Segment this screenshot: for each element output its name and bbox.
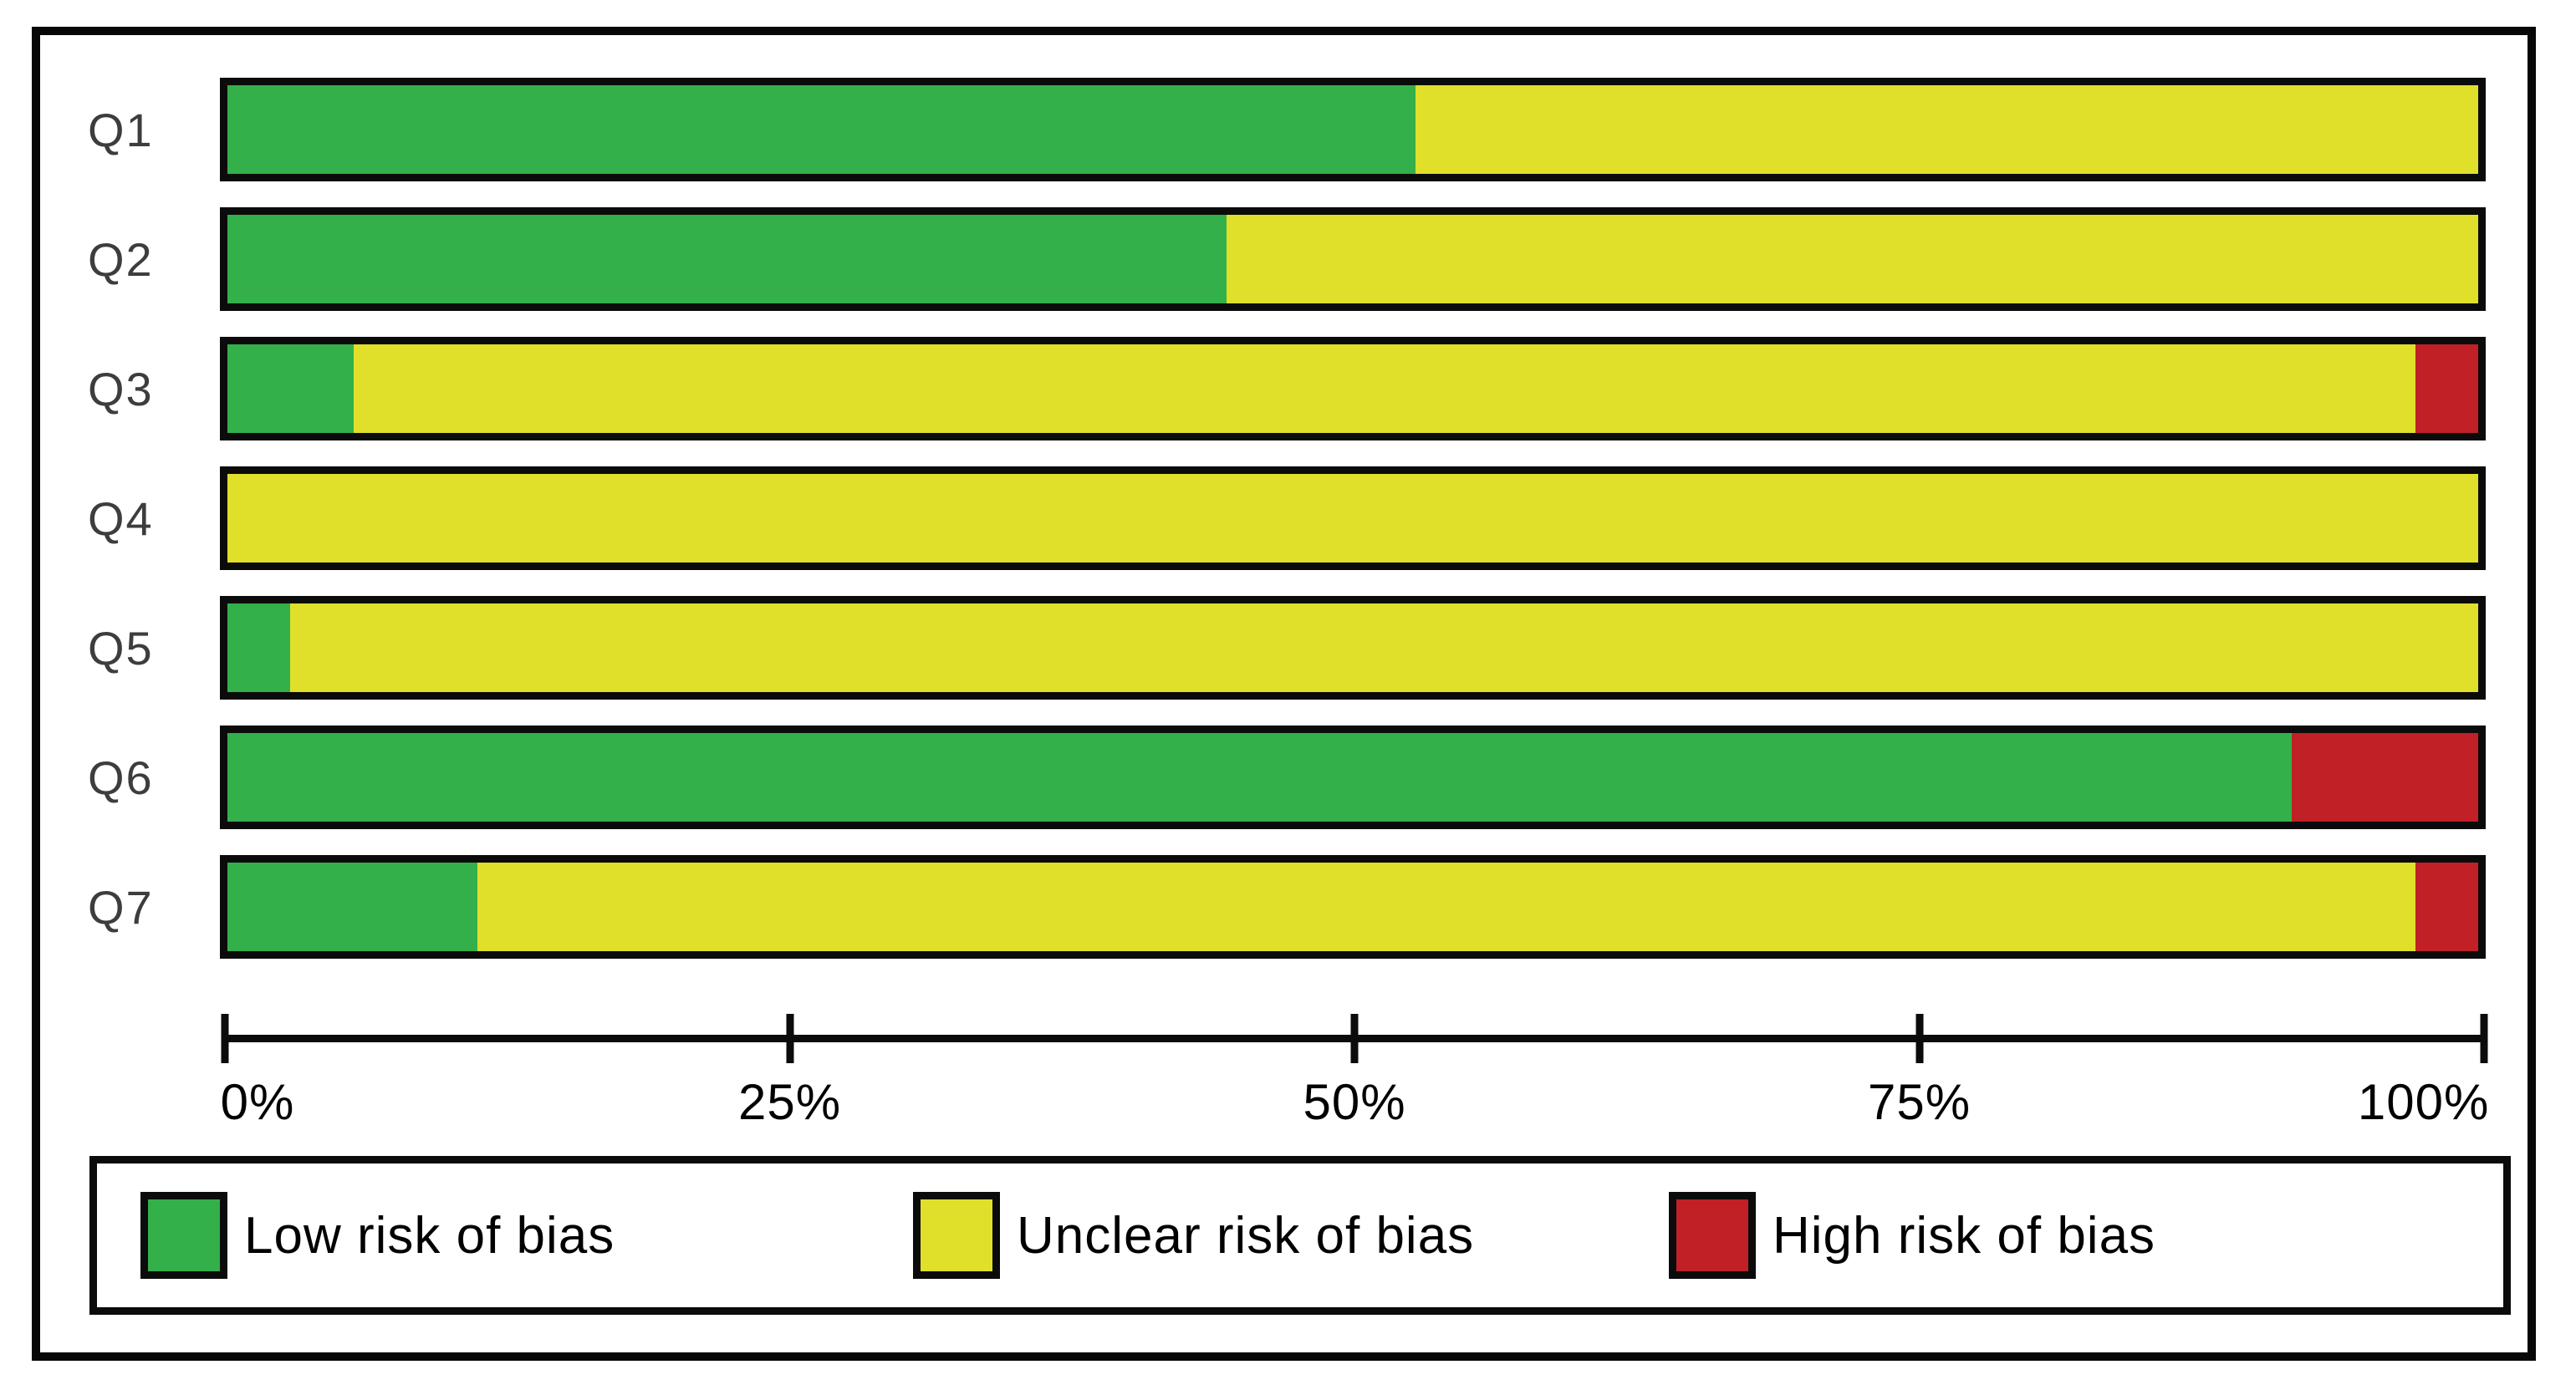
segment-unclear-risk-of-bias — [1227, 215, 2478, 303]
segment-low-risk-of-bias — [227, 344, 354, 433]
bar-row: Q7 — [40, 855, 2486, 959]
category-label: Q1 — [88, 103, 154, 156]
x-axis-tick-label: 0% — [220, 1074, 295, 1130]
bar-row: Q6 — [40, 726, 2486, 829]
segment-low-risk-of-bias — [227, 85, 1416, 174]
x-axis-tick-mark — [1350, 1014, 1359, 1063]
stacked-bar — [220, 726, 2486, 829]
segment-low-risk-of-bias — [227, 215, 1227, 303]
stacked-bar — [220, 78, 2486, 181]
bar-row: Q4 — [40, 466, 2486, 570]
x-axis-tick-label: 100% — [2357, 1074, 2490, 1130]
stacked-bar — [220, 855, 2486, 959]
x-axis: 0% 25% 50% 75% 100% — [221, 1005, 2488, 1155]
segment-unclear-risk-of-bias — [290, 603, 2478, 692]
bar-row: Q1 — [40, 78, 2486, 181]
category-label: Q6 — [88, 751, 154, 804]
x-axis-tick-label: 25% — [737, 1074, 842, 1130]
stacked-bar — [220, 207, 2486, 311]
segment-unclear-risk-of-bias — [227, 474, 2478, 563]
legend: Low risk of bias Unclear risk of bias High… — [89, 1156, 2511, 1315]
stacked-bar — [220, 337, 2486, 440]
category-label: Q2 — [88, 232, 154, 286]
x-axis-tick-mark — [1915, 1014, 1923, 1063]
segment-high-risk-of-bias — [2415, 344, 2478, 433]
legend-swatch-high-risk-of-bias — [1669, 1192, 1756, 1279]
bar-row: Q5 — [40, 596, 2486, 700]
x-axis-tick-mark — [221, 1014, 229, 1063]
x-axis-tick-label: 50% — [1303, 1074, 1406, 1130]
segment-low-risk-of-bias — [227, 603, 291, 692]
x-axis-tick-label: 75% — [1867, 1074, 1972, 1130]
x-axis-tick-mark — [786, 1014, 793, 1063]
legend-swatch-unclear-risk-of-bias — [913, 1192, 1000, 1279]
bar-row: Q3 — [40, 337, 2486, 440]
bar-row: Q2 — [40, 207, 2486, 311]
segment-high-risk-of-bias — [2415, 863, 2478, 951]
legend-item-low-risk-of-bias: Low risk of bias — [140, 1163, 615, 1307]
stacked-bar — [220, 466, 2486, 570]
stacked-bar — [220, 596, 2486, 700]
legend-label: Unclear risk of bias — [1017, 1206, 1475, 1265]
segment-high-risk-of-bias — [2291, 733, 2478, 822]
legend-item-high-risk-of-bias: High risk of bias — [1669, 1163, 2155, 1307]
bar-chart-rows: Q1 Q2 Q3 Q4 Q5 Q6 Q7 — [40, 78, 2486, 959]
segment-unclear-risk-of-bias — [1416, 85, 2478, 174]
legend-item-unclear-risk-of-bias: Unclear risk of bias — [913, 1163, 1474, 1307]
figure-frame: Q1 Q2 Q3 Q4 Q5 Q6 Q7 0% 25% 50% 75% 100% Low risk … — [32, 27, 2536, 1361]
category-label: Q3 — [88, 362, 154, 415]
segment-low-risk-of-bias — [227, 863, 477, 951]
category-label: Q7 — [88, 880, 154, 934]
segment-unclear-risk-of-bias — [353, 344, 2415, 433]
legend-label: High risk of bias — [1773, 1206, 2156, 1265]
legend-label: Low risk of bias — [244, 1206, 615, 1265]
segment-low-risk-of-bias — [227, 733, 2292, 822]
segment-unclear-risk-of-bias — [477, 863, 2415, 951]
x-axis-tick-mark — [2480, 1014, 2488, 1063]
category-label: Q5 — [88, 621, 154, 675]
category-label: Q4 — [88, 491, 154, 545]
legend-swatch-low-risk-of-bias — [140, 1192, 227, 1279]
